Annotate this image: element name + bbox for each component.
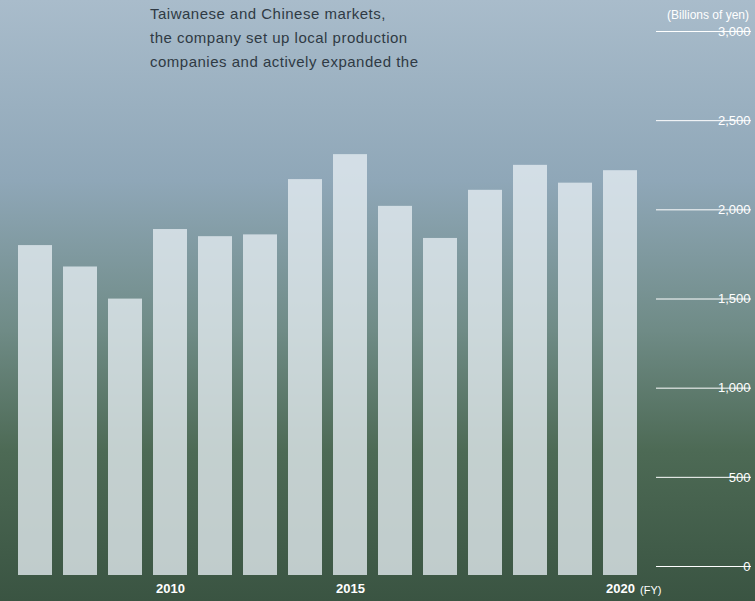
- svg-text:2,000: 2,000: [718, 202, 751, 217]
- html-text:(FY): (FY): [640, 584, 662, 596]
- svg-text:1,000: 1,000: [718, 380, 751, 395]
- svg-text:2,500: 2,500: [718, 113, 751, 128]
- svg-text:0: 0: [743, 559, 750, 574]
- html-text:companies and actively expande: companies and actively expanded the: [150, 53, 419, 70]
- html-text:the company set up local produ: the company set up local production: [150, 29, 408, 46]
- svg-text:2015: 2015: [336, 581, 365, 596]
- html-text:Taiwanese and Chinese markets,: Taiwanese and Chinese markets,: [150, 5, 386, 22]
- html-text:(Billions of yen): (Billions of yen): [667, 8, 749, 22]
- svg-text:1,500: 1,500: [718, 291, 751, 306]
- svg-text:500: 500: [729, 469, 751, 484]
- svg-text:2020: 2020: [606, 581, 635, 596]
- svg-text:2010: 2010: [156, 581, 185, 596]
- svg-text:3,000: 3,000: [718, 24, 751, 39]
